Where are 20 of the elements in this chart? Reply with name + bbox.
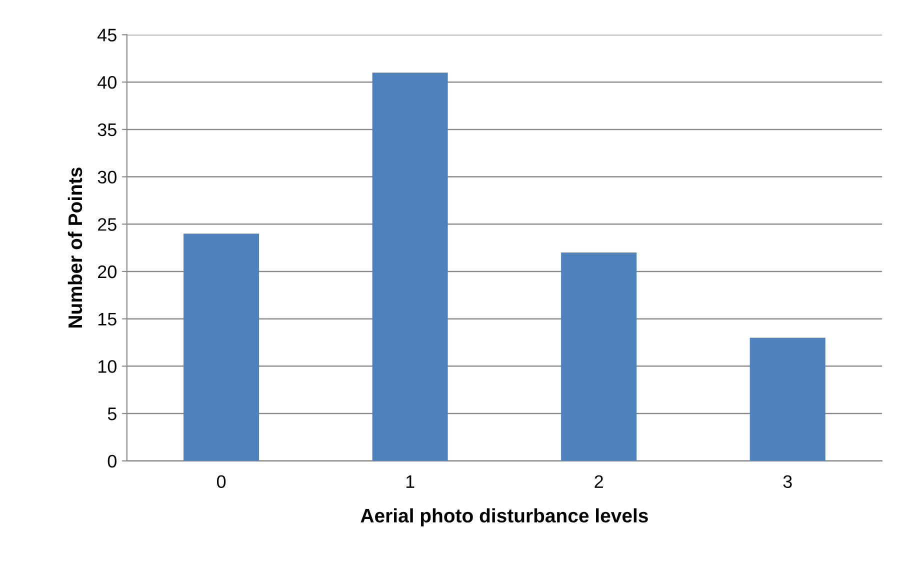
y-tick-label: 20 [98, 265, 116, 278]
x-tick-label: 1 [406, 475, 414, 488]
bar [750, 338, 826, 461]
y-tick-label: 0 [108, 454, 116, 468]
y-axis-title: Number of Points [68, 168, 82, 328]
y-tick-label: 35 [98, 123, 116, 136]
x-axis-title: Aerial photo disturbance levels [360, 508, 648, 526]
y-tick-label: 30 [98, 170, 116, 184]
y-tick-label: 10 [98, 360, 116, 373]
bar [372, 72, 448, 461]
y-tick-label: 25 [98, 218, 116, 231]
y-tick-label: 5 [108, 408, 116, 420]
bar [561, 252, 637, 461]
y-tick-label: 40 [98, 76, 116, 89]
bar [184, 234, 260, 461]
x-tick-label: 0 [216, 475, 226, 488]
y-tick-label: 15 [98, 312, 116, 326]
y-tick-label: 45 [98, 28, 116, 42]
x-tick-label: 3 [783, 475, 792, 488]
x-tick-label: 2 [594, 475, 603, 488]
